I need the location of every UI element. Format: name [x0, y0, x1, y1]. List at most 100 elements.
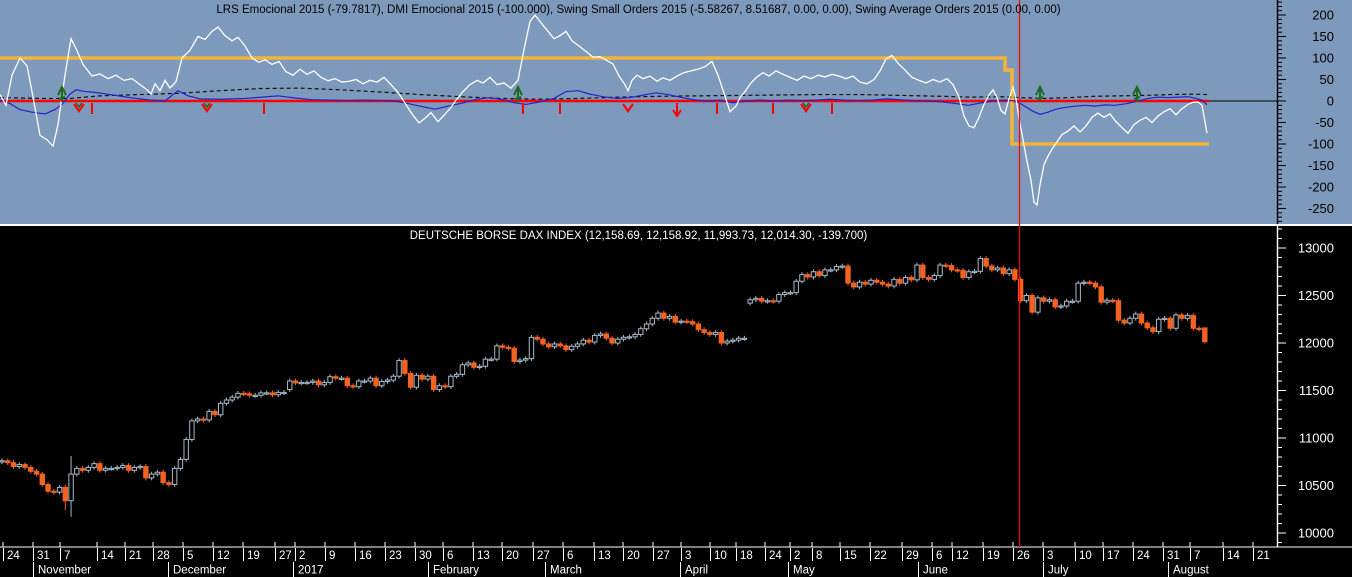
week-label[interactable]: 21	[1257, 550, 1270, 562]
week-label[interactable]: 26	[1017, 550, 1030, 562]
week-label[interactable]: 7	[1194, 550, 1200, 562]
week-label[interactable]: 16	[359, 550, 372, 562]
week-label[interactable]: 24	[7, 550, 20, 562]
candle-body	[971, 270, 978, 273]
candle-body	[989, 265, 995, 271]
month-label[interactable]: March	[550, 565, 582, 577]
candle-body	[828, 269, 834, 272]
candle-body	[781, 292, 788, 296]
week-label[interactable]: 21	[129, 550, 142, 562]
candle-body	[171, 467, 178, 486]
candle-body	[200, 418, 207, 421]
buy-signal-arrow-icon	[57, 84, 67, 102]
week-label[interactable]: 24	[769, 550, 782, 562]
week-label[interactable]: 15	[844, 550, 857, 562]
candle-body	[592, 334, 598, 343]
candle-body	[148, 473, 155, 479]
candle-body	[994, 267, 1001, 271]
lrs-emocional-line	[0, 13, 1208, 207]
week-label[interactable]: 5	[187, 550, 193, 562]
date-axis-background[interactable]	[0, 547, 1352, 577]
month-label[interactable]: June	[923, 565, 948, 577]
month-label[interactable]: May	[793, 565, 815, 577]
month-label[interactable]: 2017	[298, 565, 324, 577]
week-label[interactable]: 3	[1047, 550, 1053, 562]
week-label[interactable]: 22	[874, 550, 887, 562]
week-label[interactable]: 27	[279, 550, 292, 562]
indicator-axis-label: 200	[1312, 8, 1334, 23]
candle-body	[816, 271, 822, 277]
week-label[interactable]: 14	[101, 550, 114, 562]
month-label[interactable]: April	[685, 565, 708, 577]
week-label[interactable]: 31	[1167, 550, 1180, 562]
month-label[interactable]: August	[1173, 565, 1210, 577]
candle-body	[241, 392, 247, 396]
week-label[interactable]: 27	[657, 550, 670, 562]
candle-body	[499, 345, 506, 348]
week-label[interactable]: 17	[1107, 550, 1120, 562]
month-label[interactable]: February	[433, 565, 479, 577]
candle-body	[649, 317, 656, 325]
week-label[interactable]: 3	[685, 550, 691, 562]
week-label[interactable]: 2	[794, 550, 800, 562]
month-label[interactable]: November	[38, 565, 91, 577]
buy-signal-arrow-icon	[1035, 84, 1045, 102]
week-label[interactable]: 27	[537, 550, 550, 562]
week-label[interactable]: 10	[714, 550, 727, 562]
week-label[interactable]: 28	[157, 550, 170, 562]
week-label[interactable]: 24	[1137, 550, 1150, 562]
month-label[interactable]: July	[1048, 565, 1069, 577]
candle-body	[678, 320, 684, 323]
candle-body	[839, 265, 845, 268]
week-label[interactable]: 20	[627, 550, 640, 562]
week-label[interactable]: 31	[37, 550, 50, 562]
week-label[interactable]: 23	[389, 550, 402, 562]
week-label[interactable]: 6	[567, 550, 573, 562]
week-label[interactable]: 6	[936, 550, 942, 562]
week-label[interactable]: 13	[477, 550, 490, 562]
price-panel-background[interactable]	[0, 226, 1352, 547]
candle-body	[937, 264, 943, 277]
candle-body	[833, 266, 840, 271]
candle-body	[620, 336, 627, 340]
candle-body	[350, 385, 356, 388]
indicator-axis-label: -50	[1315, 115, 1334, 130]
candle-body	[137, 466, 143, 469]
candle-body	[695, 323, 702, 331]
candle-body	[1115, 300, 1122, 321]
candle-body	[33, 470, 40, 475]
week-label[interactable]: 19	[987, 550, 1000, 562]
week-label[interactable]: 12	[956, 550, 969, 562]
candle-body	[983, 257, 989, 267]
candle-body	[298, 381, 304, 385]
buy-signal-arrow-icon	[513, 84, 523, 102]
week-label[interactable]: 8	[816, 550, 822, 562]
candle-body	[287, 380, 293, 391]
week-label[interactable]: 20	[506, 550, 519, 562]
candle-body	[45, 484, 51, 492]
week-label[interactable]: 9	[329, 550, 335, 562]
week-label[interactable]: 19	[247, 550, 260, 562]
candle-body	[557, 343, 563, 347]
candle-body	[333, 376, 339, 379]
candle-body	[120, 465, 126, 468]
week-label[interactable]: 6	[447, 550, 453, 562]
candle-body	[511, 347, 517, 363]
week-label[interactable]: 14	[1227, 550, 1240, 562]
candle-body	[275, 391, 281, 396]
candle-body	[1017, 278, 1024, 302]
week-label[interactable]: 2	[299, 550, 305, 562]
candle-body	[603, 333, 609, 339]
week-label[interactable]: 29	[906, 550, 919, 562]
week-label[interactable]: 18	[740, 550, 753, 562]
week-label[interactable]: 7	[64, 550, 70, 562]
candle-body	[764, 300, 771, 303]
week-label[interactable]: 12	[217, 550, 230, 562]
candle-body	[597, 333, 604, 336]
candle-body	[97, 463, 103, 471]
month-label[interactable]: December	[173, 565, 226, 577]
week-label[interactable]: 13	[598, 550, 611, 562]
week-label[interactable]: 30	[419, 550, 432, 562]
week-label[interactable]: 10	[1079, 550, 1092, 562]
